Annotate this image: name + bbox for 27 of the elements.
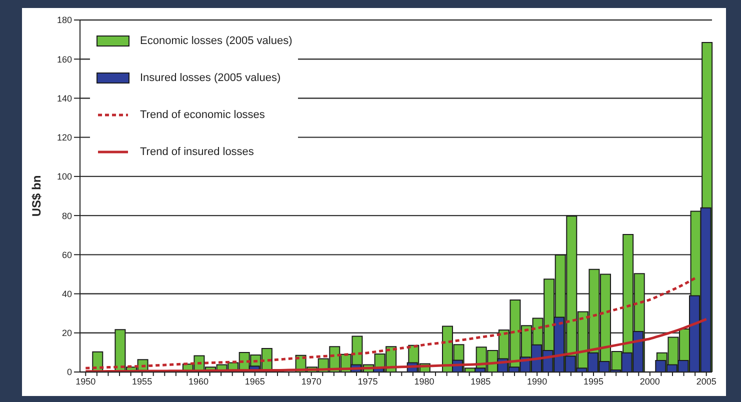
x-tick-label: 1985 [470, 376, 491, 386]
y-tick-label: 100 [56, 172, 72, 182]
legend-label: Insured losses (2005 values) [140, 72, 281, 84]
x-tick-label: 1990 [527, 376, 548, 386]
x-tick-label: 1960 [188, 376, 209, 386]
x-tick-label: 1950 [76, 376, 96, 386]
y-tick-label: 140 [56, 93, 72, 104]
y-tick-label: 60 [62, 250, 72, 260]
x-tick-label: 1965 [244, 376, 265, 386]
legend-label: Economic losses (2005 values) [140, 34, 292, 46]
legend-label: Trend of economic losses [140, 108, 265, 120]
x-tick-label: 1980 [414, 376, 434, 386]
y-tick-label: 20 [62, 328, 72, 338]
x-tick-label: 1995 [583, 376, 604, 386]
y-tick-label: 80 [62, 210, 72, 221]
y-tick-label: 120 [56, 132, 72, 143]
y-axis-title: US$ bn [29, 175, 44, 217]
y-tick-label: 160 [56, 54, 72, 64]
y-tick-label: 0 [66, 367, 72, 378]
x-tick-label: 2000 [640, 376, 660, 386]
x-tick-label: 1975 [358, 376, 378, 386]
y-tick-label: 40 [62, 288, 72, 299]
x-tick-label: 1955 [132, 376, 152, 386]
legend-label: Trend of insured losses [140, 146, 254, 158]
x-tick-label: 1970 [301, 376, 322, 386]
x-tick-label: 2005 [696, 376, 716, 386]
y-tick-label: 180 [56, 15, 72, 26]
